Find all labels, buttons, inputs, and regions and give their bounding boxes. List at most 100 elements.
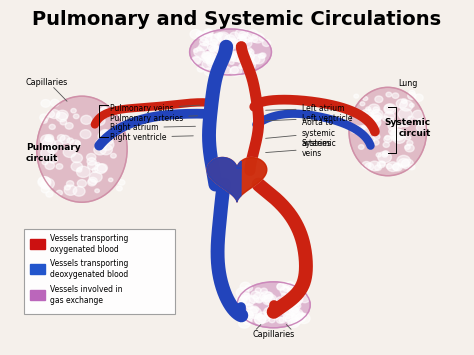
Circle shape bbox=[384, 136, 392, 143]
Circle shape bbox=[393, 133, 405, 143]
Circle shape bbox=[386, 92, 392, 97]
Circle shape bbox=[258, 53, 265, 59]
Circle shape bbox=[229, 60, 234, 64]
Circle shape bbox=[256, 298, 262, 303]
Circle shape bbox=[259, 36, 264, 41]
Circle shape bbox=[230, 67, 242, 76]
Circle shape bbox=[240, 282, 251, 291]
Circle shape bbox=[387, 162, 399, 171]
Circle shape bbox=[103, 130, 109, 135]
Circle shape bbox=[360, 126, 373, 136]
Ellipse shape bbox=[237, 282, 310, 328]
Circle shape bbox=[246, 304, 252, 309]
Circle shape bbox=[365, 119, 372, 124]
Circle shape bbox=[101, 107, 107, 112]
Circle shape bbox=[226, 38, 237, 48]
Text: Capillaries: Capillaries bbox=[26, 77, 68, 87]
Circle shape bbox=[98, 131, 111, 142]
Circle shape bbox=[365, 163, 374, 170]
Circle shape bbox=[351, 125, 360, 133]
Circle shape bbox=[68, 147, 73, 151]
Circle shape bbox=[405, 145, 410, 149]
Circle shape bbox=[367, 137, 375, 143]
Circle shape bbox=[280, 286, 291, 295]
Circle shape bbox=[263, 295, 275, 305]
Circle shape bbox=[73, 114, 79, 119]
Circle shape bbox=[374, 134, 380, 140]
Circle shape bbox=[240, 311, 254, 322]
Circle shape bbox=[291, 318, 301, 326]
Circle shape bbox=[194, 48, 204, 56]
Circle shape bbox=[236, 288, 249, 298]
Circle shape bbox=[241, 54, 254, 64]
Circle shape bbox=[202, 53, 215, 63]
Circle shape bbox=[66, 181, 74, 187]
Circle shape bbox=[243, 295, 255, 306]
Circle shape bbox=[392, 93, 399, 98]
Circle shape bbox=[392, 136, 397, 141]
Circle shape bbox=[49, 124, 55, 130]
Circle shape bbox=[389, 121, 394, 125]
Circle shape bbox=[202, 51, 211, 59]
Text: Left ventricle: Left ventricle bbox=[265, 114, 352, 122]
Circle shape bbox=[200, 38, 209, 45]
Circle shape bbox=[254, 314, 266, 324]
Ellipse shape bbox=[36, 96, 127, 202]
Circle shape bbox=[241, 49, 251, 58]
Circle shape bbox=[47, 111, 55, 118]
Circle shape bbox=[41, 186, 49, 193]
Circle shape bbox=[56, 112, 67, 122]
Circle shape bbox=[77, 168, 82, 172]
Circle shape bbox=[45, 135, 54, 142]
Circle shape bbox=[402, 121, 410, 127]
Circle shape bbox=[41, 178, 55, 189]
Circle shape bbox=[251, 291, 260, 299]
Circle shape bbox=[231, 51, 244, 61]
Circle shape bbox=[42, 160, 48, 165]
Circle shape bbox=[378, 152, 392, 163]
Circle shape bbox=[414, 94, 423, 102]
Circle shape bbox=[221, 66, 231, 75]
Circle shape bbox=[361, 111, 367, 116]
Circle shape bbox=[283, 282, 289, 288]
Circle shape bbox=[95, 164, 107, 174]
Circle shape bbox=[263, 315, 268, 320]
Circle shape bbox=[100, 139, 114, 150]
Circle shape bbox=[246, 307, 257, 316]
Circle shape bbox=[369, 120, 380, 129]
Circle shape bbox=[276, 297, 284, 303]
Circle shape bbox=[379, 161, 385, 166]
Circle shape bbox=[49, 110, 60, 119]
Circle shape bbox=[235, 40, 246, 50]
Circle shape bbox=[92, 168, 98, 173]
Circle shape bbox=[360, 102, 365, 106]
Circle shape bbox=[41, 99, 50, 107]
Text: Vessels involved in
gas exchange: Vessels involved in gas exchange bbox=[50, 285, 122, 305]
Circle shape bbox=[276, 317, 284, 323]
Circle shape bbox=[285, 282, 295, 289]
Circle shape bbox=[93, 116, 105, 126]
Circle shape bbox=[407, 141, 413, 146]
Circle shape bbox=[42, 138, 55, 149]
Circle shape bbox=[264, 307, 274, 316]
Circle shape bbox=[240, 36, 246, 41]
Circle shape bbox=[239, 34, 244, 38]
Circle shape bbox=[282, 293, 286, 297]
Circle shape bbox=[219, 63, 224, 67]
Circle shape bbox=[301, 314, 306, 318]
Circle shape bbox=[408, 116, 413, 120]
Circle shape bbox=[38, 177, 51, 187]
Circle shape bbox=[409, 164, 415, 170]
Ellipse shape bbox=[349, 87, 427, 176]
Circle shape bbox=[203, 41, 209, 46]
Circle shape bbox=[267, 311, 274, 316]
Circle shape bbox=[41, 118, 47, 123]
Circle shape bbox=[286, 302, 294, 309]
Circle shape bbox=[260, 291, 272, 302]
Circle shape bbox=[392, 164, 401, 170]
Circle shape bbox=[228, 55, 236, 61]
Circle shape bbox=[287, 288, 293, 293]
Circle shape bbox=[361, 109, 374, 119]
Circle shape bbox=[374, 115, 381, 121]
Circle shape bbox=[206, 55, 217, 64]
